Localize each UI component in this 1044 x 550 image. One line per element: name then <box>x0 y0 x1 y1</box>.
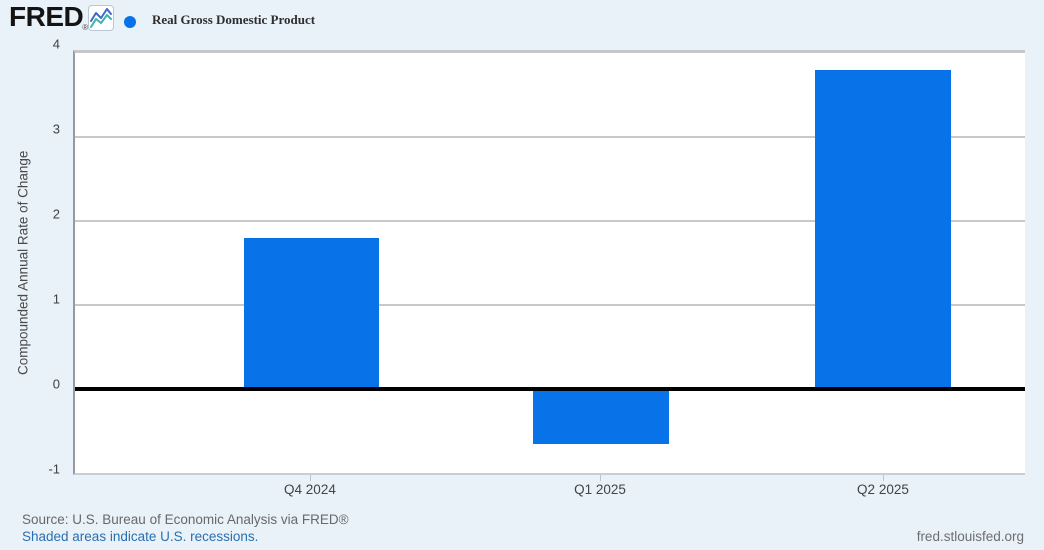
x-tick-mark <box>882 475 884 481</box>
plot-area <box>73 50 1025 475</box>
bar-q4-2024[interactable] <box>243 237 380 389</box>
bar-q1-2025[interactable] <box>533 389 669 444</box>
x-tick-label: Q4 2024 <box>284 482 336 497</box>
source-attribution: Source: U.S. Bureau of Economic Analysis… <box>22 512 349 527</box>
line-chart-icon <box>88 5 114 31</box>
x-tick-label: Q1 2025 <box>574 482 626 497</box>
y-tick-label: 0 <box>52 376 60 392</box>
y-tick-label: 4 <box>52 36 60 52</box>
gridline <box>75 304 1025 306</box>
fred-logo[interactable]: FRED® <box>9 1 89 33</box>
x-tick-mark <box>309 475 311 481</box>
x-tick-mark <box>600 475 602 481</box>
recessions-note-link[interactable]: Shaded areas indicate U.S. recessions. <box>22 529 259 544</box>
y-tick-label: 2 <box>52 206 60 222</box>
y-tick-label: 3 <box>52 121 60 137</box>
fred-site-link[interactable]: fred.stlouisfed.org <box>916 529 1024 544</box>
y-tick-label: 1 <box>52 291 60 307</box>
registered-trademark: ® <box>82 23 88 32</box>
zero-line <box>75 387 1025 391</box>
series-legend-label[interactable]: Real Gross Domestic Product <box>152 12 316 27</box>
fred-logo-text: FRED <box>9 1 84 32</box>
bar-q2-2025[interactable] <box>815 69 952 389</box>
gridline <box>75 136 1025 138</box>
x-tick-label: Q2 2025 <box>857 482 909 497</box>
gridline <box>75 220 1025 222</box>
series-legend-dot <box>124 16 136 28</box>
y-tick-label: -1 <box>48 461 60 477</box>
chart-area: 4 3 2 1 0 -1 Q4 2024 Q1 2025 Q2 2025 <box>0 37 1044 497</box>
